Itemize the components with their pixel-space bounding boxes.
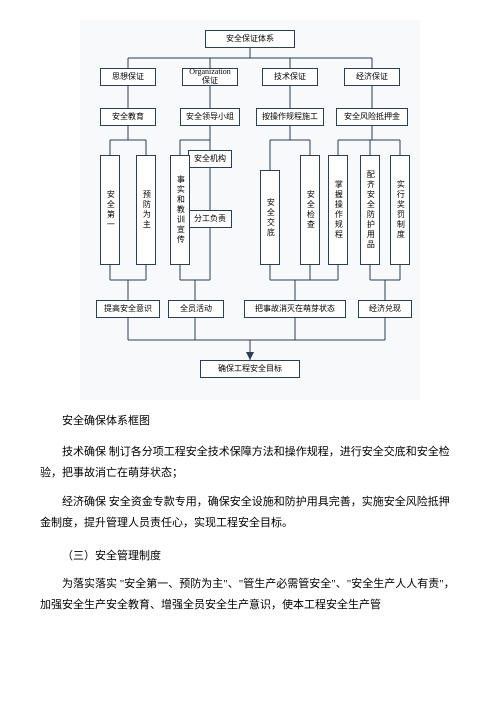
node-top: 安全保证体系 — [205, 30, 295, 48]
node-row4-3: 经济兑现 — [358, 300, 412, 318]
diagram-caption: 安全确保体系框图 — [40, 412, 460, 428]
safety-assurance-diagram: 安全保证体系 思想保证 Organization 保证 技术保证 经济保证 安全… — [80, 20, 420, 400]
node-row2-1: 安全领导小组 — [180, 108, 240, 126]
node-row4-1: 全员活动 — [168, 300, 224, 318]
node-v-2: 事实和教训宣传 — [170, 155, 190, 265]
section-heading: （三）安全管理制度 — [40, 546, 460, 567]
node-row4-0: 提高安全意识 — [96, 300, 160, 318]
node-row4-2: 把事故消灭在萌芽状态 — [244, 300, 346, 318]
node-mid-1: 分工负责 — [188, 210, 232, 228]
node-row1-0: 思想保证 — [100, 68, 156, 86]
node-v-5: 掌握操作规程 — [328, 155, 348, 265]
paragraph-1: 技术确保 制订各分项工程安全技术保障方法和操作规程，进行安全交底和安全检验，把事… — [40, 442, 460, 484]
node-mid-0: 安全机构 — [188, 150, 232, 168]
node-v-7: 实行奖罚制度 — [390, 155, 410, 265]
node-row2-3: 安全风险抵押金 — [336, 108, 408, 126]
node-bottom: 确保工程安全目标 — [200, 360, 300, 378]
node-row2-2: 按操作规程施工 — [256, 108, 324, 126]
node-v-4: 安全检查 — [300, 155, 320, 265]
node-v-1: 预防为主 — [136, 155, 156, 265]
node-v-6: 配齐安全防护用品 — [360, 155, 380, 265]
node-v-0: 安全第一 — [100, 155, 120, 265]
paragraph-3: 为落实落实 "安全第一、预防为主"、"管生产必需管安全"、"安全生产人人有责"，… — [40, 574, 460, 616]
node-row1-1: Organization 保证 — [182, 68, 238, 86]
node-row1-3: 经济保证 — [344, 68, 400, 86]
node-row2-0: 安全教育 — [100, 108, 156, 126]
paragraph-2: 经济确保 安全资金专款专用，确保安全设施和防护用具完善，实施安全风险抵押金制度，… — [40, 492, 460, 534]
node-row1-2: 技术保证 — [262, 68, 318, 86]
node-v-3: 安全交底 — [260, 170, 280, 265]
